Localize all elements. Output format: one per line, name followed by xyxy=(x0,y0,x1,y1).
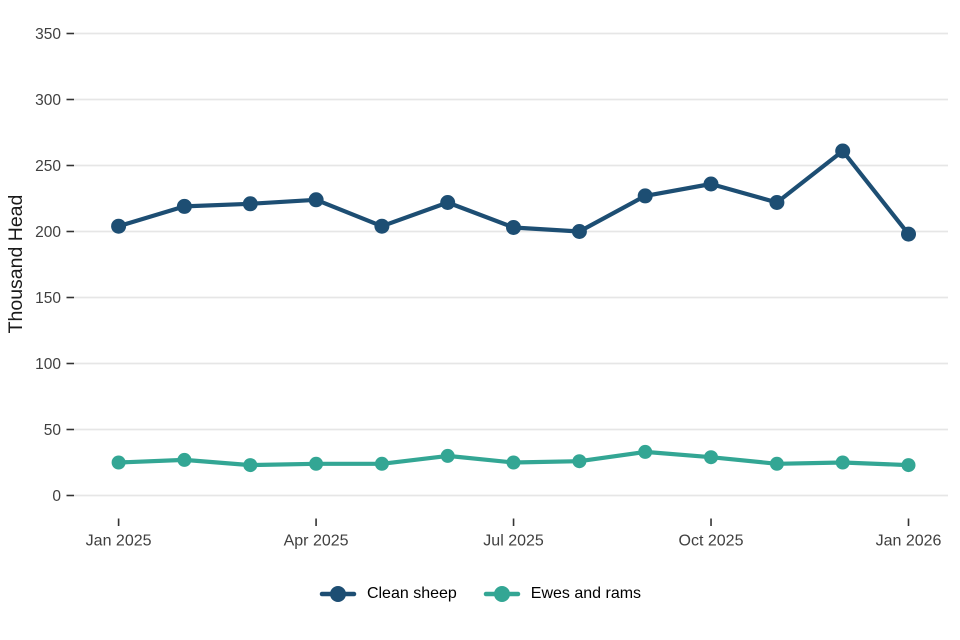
data-point xyxy=(308,192,324,208)
data-point xyxy=(243,458,258,473)
legend: Clean sheep Ewes and rams xyxy=(0,584,960,604)
gridlines xyxy=(74,32,948,497)
y-axis-tick-labels: 0 50 100 150 200 250 300 350 xyxy=(35,26,61,505)
legend-key-ewes-and-rams-icon xyxy=(483,586,521,602)
legend-item-ewes-and-rams: Ewes and rams xyxy=(483,584,641,604)
legend-key-clean-sheep-icon xyxy=(319,586,357,602)
data-point xyxy=(374,218,390,234)
y-axis-title: Thousand Head xyxy=(5,195,27,334)
svg-text:150: 150 xyxy=(35,290,61,307)
svg-text:250: 250 xyxy=(35,158,61,175)
data-point xyxy=(176,198,192,214)
data-point xyxy=(769,195,785,210)
data-point xyxy=(638,444,653,459)
data-point xyxy=(242,196,258,212)
data-point xyxy=(111,455,126,470)
svg-text:Jan 2026: Jan 2026 xyxy=(876,533,942,550)
data-point xyxy=(440,195,456,210)
svg-text:200: 200 xyxy=(35,224,61,241)
data-point xyxy=(901,226,916,242)
svg-text:Apr 2025: Apr 2025 xyxy=(284,533,349,550)
legend-item-clean-sheep: Clean sheep xyxy=(319,584,457,604)
data-point xyxy=(835,143,851,159)
data-point xyxy=(637,188,653,204)
data-point xyxy=(769,456,784,471)
data-point xyxy=(901,458,916,473)
svg-text:Jul 2025: Jul 2025 xyxy=(483,533,544,550)
data-point xyxy=(506,220,521,235)
legend-label-ewes-and-rams: Ewes and rams xyxy=(530,585,642,602)
data-point xyxy=(440,448,455,463)
svg-text:Jan 2025: Jan 2025 xyxy=(86,533,152,550)
svg-text:350: 350 xyxy=(35,26,61,43)
svg-text:Oct 2025: Oct 2025 xyxy=(679,533,744,550)
data-point xyxy=(506,455,521,470)
data-point xyxy=(309,456,324,471)
series-markers xyxy=(111,143,916,473)
svg-text:300: 300 xyxy=(35,92,61,109)
data-point xyxy=(571,224,587,239)
series-lines xyxy=(116,148,911,468)
data-point xyxy=(111,218,127,234)
svg-text:0: 0 xyxy=(52,488,61,505)
data-point xyxy=(835,455,850,470)
data-point xyxy=(704,450,718,465)
legend-label-clean-sheep: Clean sheep xyxy=(366,585,457,602)
data-point xyxy=(703,176,719,192)
x-axis-ticks xyxy=(117,518,910,526)
data-point xyxy=(374,456,389,471)
svg-text:50: 50 xyxy=(44,422,62,439)
data-point xyxy=(177,452,192,467)
svg-text:100: 100 xyxy=(35,356,61,373)
data-point xyxy=(572,454,587,469)
x-axis-tick-labels: Jan 2025 Apr 2025 Jul 2025 Oct 2025 Jan 2026 xyxy=(86,533,942,550)
y-axis-ticks xyxy=(66,32,74,497)
